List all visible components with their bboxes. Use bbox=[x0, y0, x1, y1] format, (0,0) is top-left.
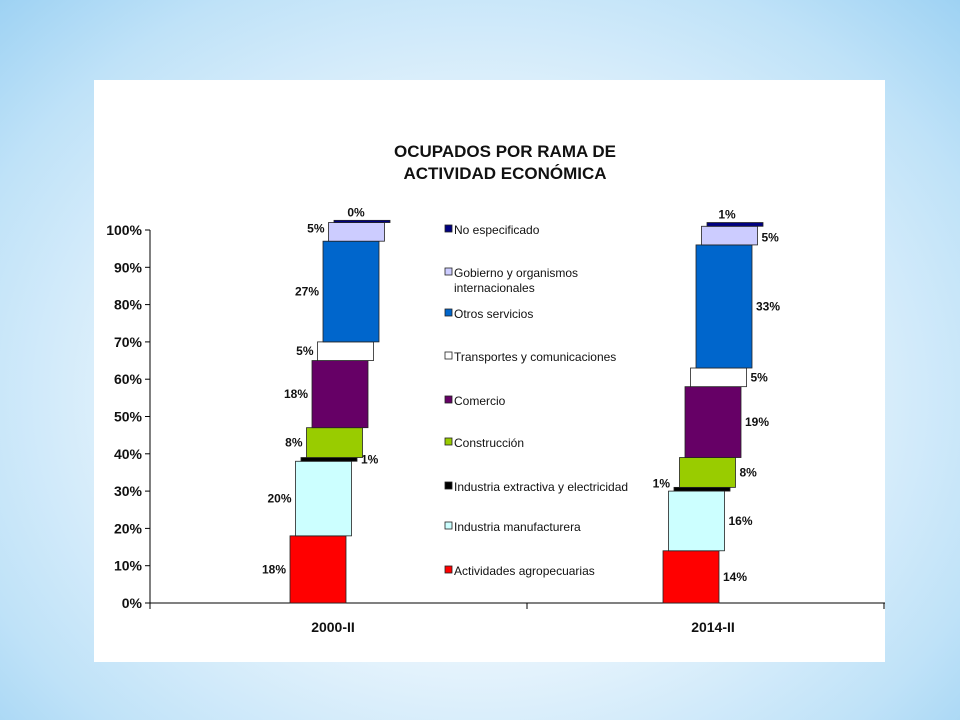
data-label-industria-manufacturera: 16% bbox=[729, 514, 753, 528]
bar-segment-no-especificado bbox=[333, 219, 391, 223]
bar-segment-actividades-agropecuarias bbox=[289, 535, 347, 604]
data-label-no-especificado: 1% bbox=[718, 208, 736, 222]
legend-label-construccion: Construcción bbox=[454, 436, 524, 450]
data-label-comercio: 18% bbox=[284, 387, 308, 401]
bar-segment-industria-manufacturera bbox=[668, 490, 725, 552]
data-label-industria-extractiva-y-electricidad: 1% bbox=[361, 453, 379, 467]
y-tick-label: 30% bbox=[114, 483, 143, 499]
y-tick-label: 10% bbox=[114, 558, 143, 574]
y-tick-label: 50% bbox=[114, 409, 143, 425]
chart-axes: 0% 10% 20% 30% 40% 50% 60% 70% 80% 90% 100% 2000-II… bbox=[106, 222, 885, 635]
y-tick-label: 20% bbox=[114, 520, 143, 536]
x-category-label: 2014-II bbox=[691, 619, 735, 635]
legend-label-industria-extractiva-y-electricidad: Industria extractiva y electricidad bbox=[454, 480, 628, 494]
data-label-industria-manufacturera: 20% bbox=[267, 492, 291, 506]
legend-label-gobierno-y-organismos-internacionales: internacionales bbox=[454, 281, 535, 295]
bar-segment-industria-manufacturera bbox=[295, 460, 352, 537]
data-label-otros-servicios: 27% bbox=[295, 285, 319, 299]
bar-segment-transportes-y-comunicaciones bbox=[317, 341, 374, 361]
legend-swatch-transportes-y-comunicaciones bbox=[444, 351, 453, 360]
data-label-otros-servicios: 33% bbox=[756, 299, 780, 313]
bar-segment-construccion bbox=[679, 457, 736, 488]
y-tick-label: 90% bbox=[114, 259, 143, 275]
chart-legend: No especificado Gobierno y organismosinte… bbox=[444, 223, 628, 578]
bar-segment-construccion bbox=[306, 427, 363, 458]
bar-segment-gobierno-y-organismos-internacionales bbox=[328, 222, 385, 242]
x-category-label: 2000-II bbox=[311, 619, 355, 635]
legend-label-actividades-agropecuarias: Actividades agropecuarias bbox=[454, 564, 595, 578]
bar-segment-no-especificado bbox=[706, 222, 764, 227]
chart-title-line-1: OCUPADOS POR RAMA DE bbox=[394, 142, 616, 161]
bar-segment-otros-servicios bbox=[322, 240, 380, 343]
y-tick-label: 40% bbox=[114, 446, 143, 462]
stacked-bar-chart: OCUPADOS POR RAMA DE ACTIVIDAD ECONÓMICA… bbox=[106, 142, 885, 635]
legend-label-industria-manufacturera: Industria manufacturera bbox=[454, 520, 581, 534]
bar-segment-actividades-agropecuarias bbox=[662, 550, 720, 604]
data-label-actividades-agropecuarias: 18% bbox=[262, 562, 286, 576]
legend-swatch-industria-extractiva-y-electricidad bbox=[444, 481, 453, 490]
y-tick-label: 60% bbox=[114, 371, 143, 387]
bar-segment-industria-extractiva-y-electricidad bbox=[300, 457, 358, 462]
legend-swatch-comercio bbox=[444, 395, 453, 404]
data-label-no-especificado: 0% bbox=[347, 205, 365, 219]
bar-segment-otros-servicios bbox=[695, 244, 753, 369]
legend-label-comercio: Comercio bbox=[454, 394, 506, 408]
y-tick-label: 80% bbox=[114, 297, 143, 313]
legend-label-transportes-y-comunicaciones: Transportes y comunicaciones bbox=[454, 350, 616, 364]
data-label-transportes-y-comunicaciones: 5% bbox=[751, 370, 769, 384]
chart-title: OCUPADOS POR RAMA DE ACTIVIDAD ECONÓMICA bbox=[394, 142, 616, 183]
bar-segment-transportes-y-comunicaciones bbox=[690, 367, 747, 388]
legend-swatch-actividades-agropecuarias bbox=[444, 565, 453, 574]
legend-label-gobierno-y-organismos-internacionales: Gobierno y organismos bbox=[454, 266, 578, 280]
bar-segment-industria-extractiva-y-electricidad bbox=[673, 486, 731, 492]
chart-title-line-2: ACTIVIDAD ECONÓMICA bbox=[403, 164, 606, 183]
data-label-comercio: 19% bbox=[745, 415, 769, 429]
chart-bars: 18% 20% 1% 8% 18% 5% 27% 5% 0% 14% 16% 1% 8% 19% 5% 33%… bbox=[262, 205, 780, 604]
legend-swatch-gobierno-y-organismos-internacionales bbox=[444, 267, 453, 276]
y-tick-label: 70% bbox=[114, 334, 143, 350]
data-label-transportes-y-comunicaciones: 5% bbox=[296, 344, 314, 358]
data-label-gobierno-y-organismos-internacionales: 5% bbox=[762, 230, 780, 244]
y-tick-label: 0% bbox=[122, 595, 143, 611]
bar-segment-gobierno-y-organismos-internacionales bbox=[701, 225, 758, 246]
legend-swatch-otros-servicios bbox=[444, 308, 453, 317]
data-label-actividades-agropecuarias: 14% bbox=[723, 570, 747, 584]
legend-label-otros-servicios: Otros servicios bbox=[454, 307, 533, 321]
slide-panel: OCUPADOS POR RAMA DE ACTIVIDAD ECONÓMICA… bbox=[94, 80, 885, 662]
bar-segment-comercio bbox=[684, 386, 742, 458]
data-label-construccion: 8% bbox=[285, 436, 303, 450]
bar-segment-comercio bbox=[311, 360, 369, 429]
y-tick-label: 100% bbox=[106, 222, 142, 238]
legend-label-no-especificado: No especificado bbox=[454, 223, 540, 237]
data-label-gobierno-y-organismos-internacionales: 5% bbox=[307, 222, 325, 236]
data-label-industria-extractiva-y-electricidad: 1% bbox=[653, 476, 671, 490]
legend-swatch-no-especificado bbox=[444, 224, 453, 233]
data-label-construccion: 8% bbox=[740, 465, 758, 479]
legend-swatch-construccion bbox=[444, 437, 453, 446]
legend-swatch-industria-manufacturera bbox=[444, 521, 453, 530]
